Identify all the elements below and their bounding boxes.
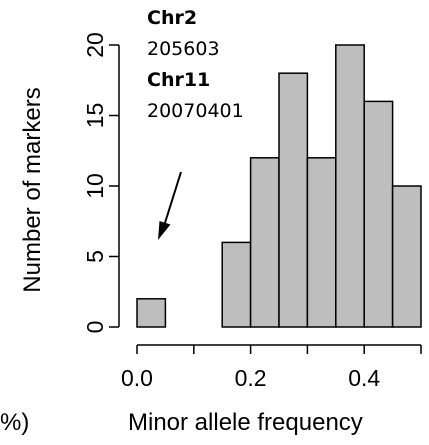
y-axis-title: Number of markers xyxy=(19,87,46,292)
histogram-bar xyxy=(335,44,365,328)
annotation-chr11-value: 20070401 xyxy=(147,100,244,122)
x-axis-title: Minor allele frequency xyxy=(128,409,363,436)
y-tick-label: 20 xyxy=(82,32,108,58)
histogram-bar xyxy=(249,157,280,328)
histogram-bar xyxy=(221,241,252,328)
x-axis: 0.0 0.2 0.4 xyxy=(121,344,422,391)
histogram-bars xyxy=(136,44,422,328)
x-tick-label: 0.0 xyxy=(121,365,153,391)
cropped-left-label: %) xyxy=(0,409,29,436)
y-tick-label: 5 xyxy=(82,250,108,263)
annotation-chr11-label: Chr11 xyxy=(147,69,210,91)
histogram-bar xyxy=(391,185,422,328)
histogram-bar xyxy=(278,72,309,328)
arrow-pointer-icon xyxy=(158,171,182,240)
y-tick-label: 0 xyxy=(82,321,108,334)
y-axis: 0 5 10 15 20 xyxy=(82,32,120,334)
x-tick-label: 0.4 xyxy=(348,365,380,391)
histogram-bar xyxy=(363,100,394,328)
histogram-bar xyxy=(136,298,167,328)
x-tick-label: 0.2 xyxy=(235,365,267,391)
y-tick-label: 10 xyxy=(82,173,108,199)
y-tick-label: 15 xyxy=(82,103,108,129)
annotation-chr2-value: 205603 xyxy=(147,38,220,60)
annotation-chr2-label: Chr2 xyxy=(147,7,197,29)
histogram-bar xyxy=(306,157,337,328)
